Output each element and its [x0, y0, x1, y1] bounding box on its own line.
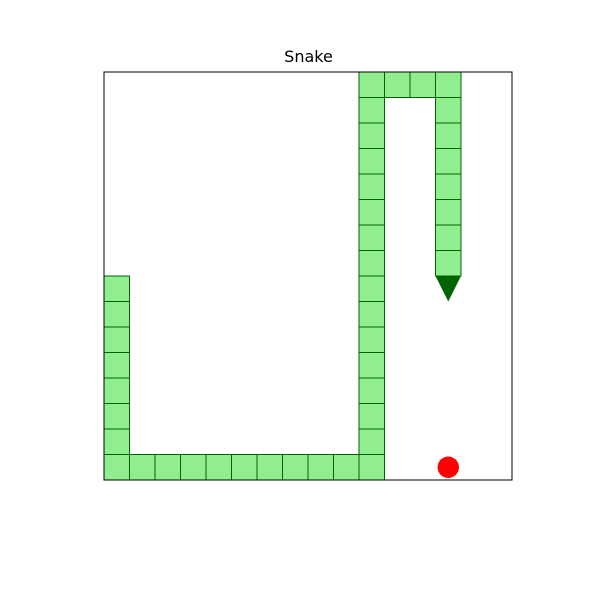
snake-segment	[180, 454, 207, 481]
snake-head	[435, 276, 461, 302]
game-title: Snake	[284, 47, 333, 66]
snake-segment	[358, 250, 385, 277]
snake-segment	[435, 199, 462, 226]
food-pellet	[437, 456, 459, 478]
snake-segment	[358, 224, 385, 251]
snake-segment	[129, 454, 156, 481]
snake-segment	[384, 71, 411, 98]
snake-segment	[435, 250, 462, 277]
snake-segment	[435, 97, 462, 124]
snake-segment	[358, 275, 385, 302]
snake-segment	[435, 148, 462, 175]
snake-segment	[358, 122, 385, 149]
snake-segment	[103, 326, 130, 353]
snake-segment	[103, 403, 130, 430]
snake-segment	[358, 97, 385, 124]
snake-segment	[103, 275, 130, 302]
snake-body	[103, 71, 462, 481]
snake-segment	[103, 301, 130, 328]
snake-segment	[358, 454, 385, 481]
snake-segment	[358, 173, 385, 200]
snake-segment	[435, 224, 462, 251]
snake-segment	[358, 301, 385, 328]
snake-segment	[358, 199, 385, 226]
snake-segment	[256, 454, 283, 481]
snake-segment	[409, 71, 436, 98]
snake-segment	[358, 377, 385, 404]
snake-segment	[282, 454, 309, 481]
snake-segment	[435, 71, 462, 98]
snake-segment	[358, 428, 385, 455]
snake-segment	[358, 71, 385, 98]
snake-segment	[103, 454, 130, 481]
snake-segment	[435, 122, 462, 149]
snake-segment	[231, 454, 258, 481]
snake-segment	[307, 454, 334, 481]
snake-segment	[333, 454, 360, 481]
snake-segment	[103, 377, 130, 404]
snake-segment	[154, 454, 181, 481]
snake-segment	[358, 403, 385, 430]
snake-segment	[103, 428, 130, 455]
snake-segment	[358, 326, 385, 353]
board-border	[103, 71, 513, 481]
snake-segment	[358, 148, 385, 175]
snake-segment	[358, 352, 385, 379]
snake-segment	[435, 173, 462, 200]
snake-segment	[205, 454, 232, 481]
snake-segment	[103, 352, 130, 379]
